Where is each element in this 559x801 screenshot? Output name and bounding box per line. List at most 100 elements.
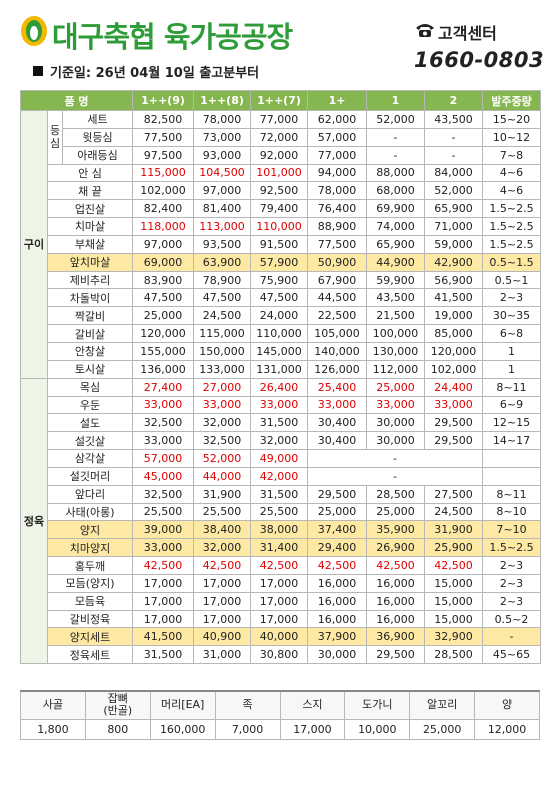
- item-name: 모듬(양지): [47, 573, 133, 593]
- column-header: 품 명: [20, 90, 133, 111]
- price: 31,500: [132, 645, 194, 665]
- price: 81,400: [193, 199, 251, 219]
- weight: 7~10: [482, 520, 541, 540]
- item-name: 사태(아롱): [47, 502, 133, 522]
- service-label: 고객센터: [438, 24, 497, 43]
- extras-table: 사골 잡뼈 (반골) 머리[EA] 족 스지 도가니 알꼬리 양 1,800 800 160,000…: [20, 690, 540, 740]
- price: 32,000: [250, 431, 308, 451]
- price: 16,000: [366, 591, 425, 611]
- item-name: 안 심: [47, 163, 133, 183]
- price: 24,000: [250, 306, 308, 326]
- weight: 8~10: [482, 502, 541, 522]
- weight: 1.5~2.5: [482, 199, 541, 219]
- price: 45,000: [132, 466, 194, 486]
- weight: 7~8: [482, 145, 541, 165]
- price: 44,900: [366, 252, 425, 272]
- price: 30,000: [366, 431, 425, 451]
- price: 33,000: [193, 395, 251, 415]
- price: 42,500: [307, 556, 367, 575]
- price: 77,000: [307, 145, 367, 165]
- row: 모듬육 17,000 17,000 17,000 16,000 16,000 15,000 2…: [21, 591, 541, 611]
- price: 26,900: [366, 538, 425, 558]
- price: 16,000: [366, 573, 425, 593]
- extras-header: 머리[EA]: [149, 690, 216, 720]
- price: 37,900: [307, 627, 367, 647]
- price: 25,400: [307, 377, 367, 397]
- price: 105,000: [307, 324, 367, 343]
- price: 77,500: [307, 234, 367, 254]
- column-header: 1+: [307, 90, 367, 111]
- price: 36,900: [366, 627, 425, 647]
- price: 84,000: [424, 163, 483, 183]
- price: 62,000: [307, 110, 367, 129]
- weight: 1.5~2.5: [482, 217, 541, 236]
- price: 39,000: [132, 520, 194, 540]
- price: 77,500: [132, 127, 194, 147]
- column-header: 1++(7): [250, 90, 308, 111]
- price-table: 품 명 1++(9) 1++(8) 1++(7) 1+ 1 2 발주중량 구이 등 심 세트 82,5…: [20, 90, 541, 665]
- column-header: 1++(9): [132, 90, 194, 111]
- extras-value: 1,800: [20, 718, 86, 740]
- item-name: 설깃살: [47, 431, 133, 451]
- price: 28,500: [424, 645, 483, 665]
- weight: 1: [482, 341, 541, 361]
- item-name: 짝갈비: [47, 306, 133, 326]
- price: -: [366, 127, 425, 147]
- item-name: 삼각살: [47, 449, 133, 468]
- price: 27,000: [193, 377, 251, 397]
- price: 42,500: [193, 556, 251, 575]
- item-name: 양지세트: [47, 627, 133, 647]
- header-row: 품 명 1++(9) 1++(8) 1++(7) 1+ 1 2 발주중량: [20, 90, 541, 111]
- weight: 0.5~2: [482, 609, 541, 629]
- price: 22,500: [307, 306, 367, 326]
- extras-value: 800: [84, 718, 151, 740]
- weight: 14~17: [482, 431, 541, 451]
- price: 25,000: [366, 377, 425, 397]
- subgroup-label: 등 심: [47, 110, 63, 165]
- price: 52,000: [424, 181, 483, 201]
- row: 구이 등 심 세트 82,500 78,000 77,000 62,000 52,000 43,…: [20, 110, 541, 379]
- price: 25,000: [307, 502, 367, 522]
- price: 38,400: [193, 520, 251, 540]
- weight: 6~8: [482, 324, 541, 343]
- price: 104,500: [193, 163, 251, 183]
- price: 69,000: [132, 252, 194, 272]
- column-header: 1: [366, 90, 425, 111]
- price: 24,400: [424, 377, 483, 397]
- price: 83,900: [132, 270, 194, 290]
- weight: 2~3: [482, 288, 541, 308]
- price: 40,000: [250, 627, 308, 647]
- row: 정육세트 31,500 31,000 30,800 30,000 29,500 28,500…: [21, 645, 541, 665]
- price: 78,900: [193, 270, 251, 290]
- row: 설도 32,500 32,000 31,500 30,400 30,000 29,500 12…: [21, 413, 541, 433]
- price: 97,000: [193, 181, 251, 201]
- brand: 대구축협 육가공공장: [52, 20, 293, 54]
- price: 40,900: [193, 627, 251, 647]
- price: 101,000: [250, 163, 308, 183]
- item-name: 설도: [47, 413, 133, 433]
- item-name: 양지: [47, 520, 133, 540]
- price: 57,900: [250, 252, 308, 272]
- column-header: 1++(8): [193, 90, 251, 111]
- logo: [21, 16, 47, 46]
- price: 31,400: [250, 538, 308, 558]
- row: 부채살 97,000 93,500 91,500 77,500 65,900 59,000 1…: [21, 234, 541, 254]
- extras-value: 7,000: [214, 718, 281, 740]
- weight: 1.5~2.5: [482, 234, 541, 254]
- price: 77,000: [250, 110, 308, 129]
- price: 42,900: [424, 252, 483, 272]
- price: 97,000: [132, 234, 194, 254]
- row: 채 끝 102,000 97,000 92,500 78,000 68,000 52,000…: [21, 181, 541, 201]
- price: 97,500: [132, 145, 194, 165]
- price: 33,000: [366, 395, 425, 415]
- price: 50,900: [307, 252, 367, 272]
- row: 양지세트 41,500 40,900 40,000 37,900 36,900 32,900…: [21, 627, 541, 647]
- notice: 기준일: 26년 04월 10일 출고분부터: [50, 66, 260, 81]
- item-name: 부채살: [47, 234, 133, 254]
- weight: 30~35: [482, 306, 541, 326]
- extras-value: 25,000: [409, 718, 476, 740]
- item-name: 안창살: [47, 341, 133, 361]
- price: 78,000: [307, 181, 367, 201]
- price: 33,000: [250, 395, 308, 415]
- price: 91,500: [250, 234, 308, 254]
